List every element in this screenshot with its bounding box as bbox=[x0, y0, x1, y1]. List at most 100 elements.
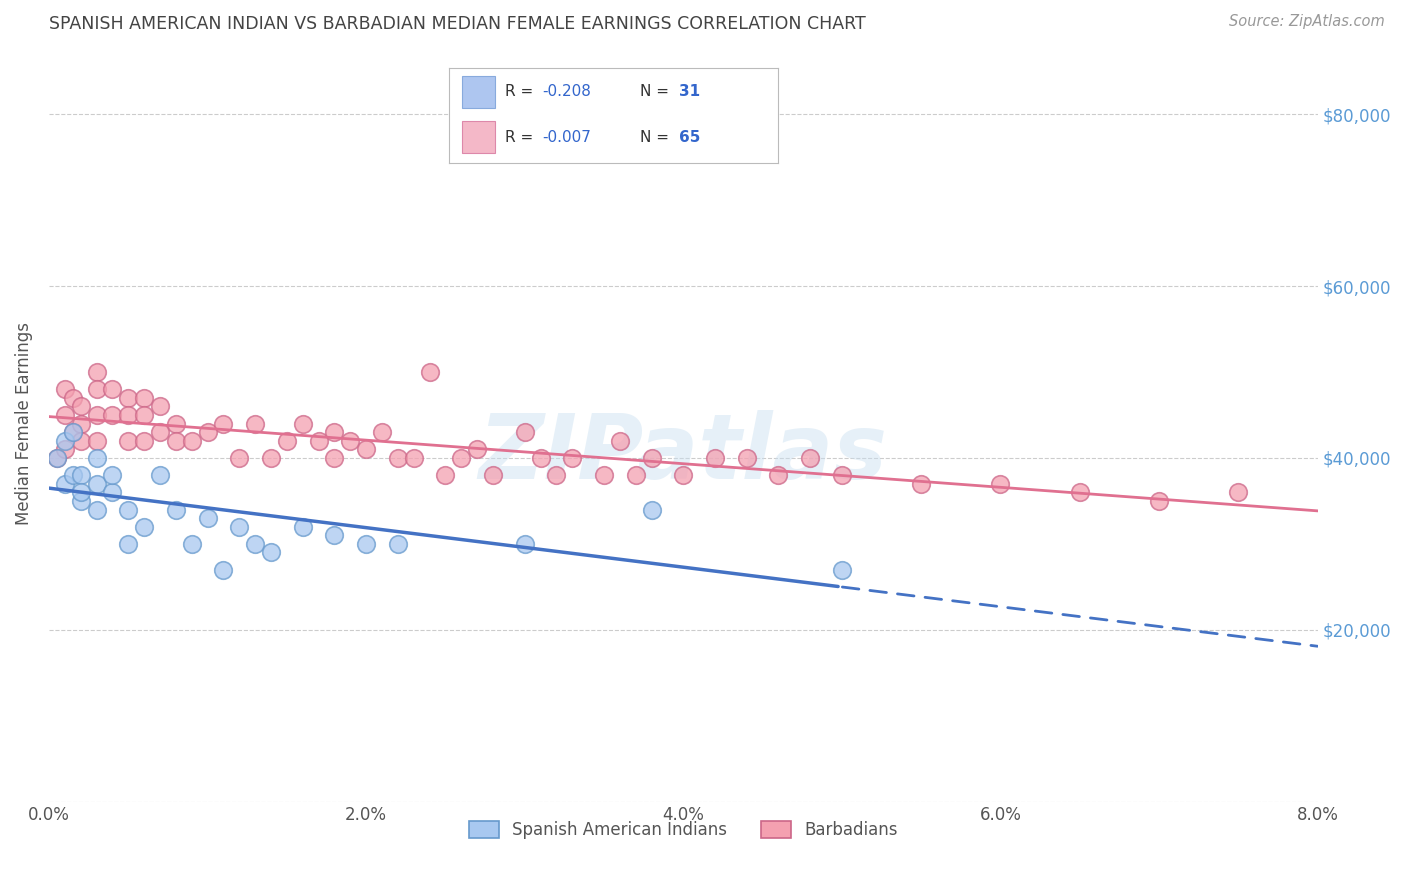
Point bbox=[62, 425, 84, 440]
Point bbox=[228, 450, 250, 465]
Point bbox=[513, 425, 536, 440]
Point bbox=[546, 468, 568, 483]
Point bbox=[212, 563, 235, 577]
Point bbox=[276, 434, 298, 448]
Point bbox=[53, 442, 76, 457]
Point bbox=[62, 425, 84, 440]
Point bbox=[69, 468, 91, 483]
Point bbox=[609, 434, 631, 448]
Point bbox=[450, 450, 472, 465]
Point bbox=[132, 408, 155, 422]
Point bbox=[831, 468, 853, 483]
Point bbox=[132, 391, 155, 405]
Point bbox=[180, 434, 202, 448]
Point bbox=[482, 468, 505, 483]
Point bbox=[1227, 485, 1250, 500]
Point bbox=[53, 382, 76, 396]
Point bbox=[149, 468, 172, 483]
Point bbox=[117, 391, 139, 405]
Point bbox=[799, 450, 821, 465]
Point bbox=[165, 434, 187, 448]
Point bbox=[69, 400, 91, 414]
Point bbox=[593, 468, 616, 483]
Point bbox=[990, 476, 1012, 491]
Text: Source: ZipAtlas.com: Source: ZipAtlas.com bbox=[1229, 14, 1385, 29]
Point bbox=[69, 485, 91, 500]
Point bbox=[561, 450, 583, 465]
Point bbox=[768, 468, 790, 483]
Point bbox=[69, 417, 91, 431]
Point bbox=[149, 400, 172, 414]
Point bbox=[212, 417, 235, 431]
Point bbox=[831, 563, 853, 577]
Point bbox=[243, 537, 266, 551]
Point bbox=[101, 468, 124, 483]
Point bbox=[86, 434, 108, 448]
Point bbox=[117, 434, 139, 448]
Point bbox=[735, 450, 758, 465]
Point bbox=[910, 476, 932, 491]
Point bbox=[624, 468, 647, 483]
Point bbox=[465, 442, 488, 457]
Point bbox=[402, 450, 425, 465]
Text: ZIPatlas: ZIPatlas bbox=[479, 409, 887, 498]
Point bbox=[354, 442, 377, 457]
Point bbox=[387, 537, 409, 551]
Point bbox=[101, 485, 124, 500]
Point bbox=[419, 365, 441, 379]
Point bbox=[371, 425, 394, 440]
Point bbox=[132, 519, 155, 533]
Point bbox=[291, 519, 314, 533]
Point bbox=[672, 468, 695, 483]
Point bbox=[640, 450, 662, 465]
Point bbox=[53, 408, 76, 422]
Point bbox=[165, 417, 187, 431]
Point bbox=[704, 450, 727, 465]
Point bbox=[45, 450, 67, 465]
Point bbox=[339, 434, 361, 448]
Point bbox=[53, 434, 76, 448]
Point bbox=[86, 382, 108, 396]
Point bbox=[86, 476, 108, 491]
Point bbox=[86, 365, 108, 379]
Y-axis label: Median Female Earnings: Median Female Earnings bbox=[15, 322, 32, 525]
Point bbox=[228, 519, 250, 533]
Point bbox=[387, 450, 409, 465]
Point bbox=[45, 450, 67, 465]
Point bbox=[354, 537, 377, 551]
Point bbox=[101, 382, 124, 396]
Point bbox=[291, 417, 314, 431]
Point bbox=[149, 425, 172, 440]
Point bbox=[117, 408, 139, 422]
Point bbox=[101, 408, 124, 422]
Point bbox=[86, 450, 108, 465]
Point bbox=[117, 537, 139, 551]
Point bbox=[86, 502, 108, 516]
Point bbox=[69, 494, 91, 508]
Point bbox=[513, 537, 536, 551]
Point bbox=[260, 450, 283, 465]
Point bbox=[243, 417, 266, 431]
Point bbox=[1147, 494, 1170, 508]
Point bbox=[117, 502, 139, 516]
Point bbox=[62, 391, 84, 405]
Point bbox=[323, 425, 346, 440]
Point bbox=[434, 468, 457, 483]
Point bbox=[69, 434, 91, 448]
Point bbox=[323, 528, 346, 542]
Point bbox=[132, 434, 155, 448]
Point bbox=[308, 434, 330, 448]
Point bbox=[165, 502, 187, 516]
Point bbox=[197, 511, 219, 525]
Point bbox=[260, 545, 283, 559]
Point bbox=[180, 537, 202, 551]
Point bbox=[529, 450, 551, 465]
Point bbox=[640, 502, 662, 516]
Point bbox=[62, 468, 84, 483]
Point bbox=[1069, 485, 1091, 500]
Point bbox=[197, 425, 219, 440]
Point bbox=[53, 476, 76, 491]
Legend: Spanish American Indians, Barbadians: Spanish American Indians, Barbadians bbox=[463, 814, 904, 847]
Point bbox=[323, 450, 346, 465]
Text: SPANISH AMERICAN INDIAN VS BARBADIAN MEDIAN FEMALE EARNINGS CORRELATION CHART: SPANISH AMERICAN INDIAN VS BARBADIAN MED… bbox=[49, 15, 866, 33]
